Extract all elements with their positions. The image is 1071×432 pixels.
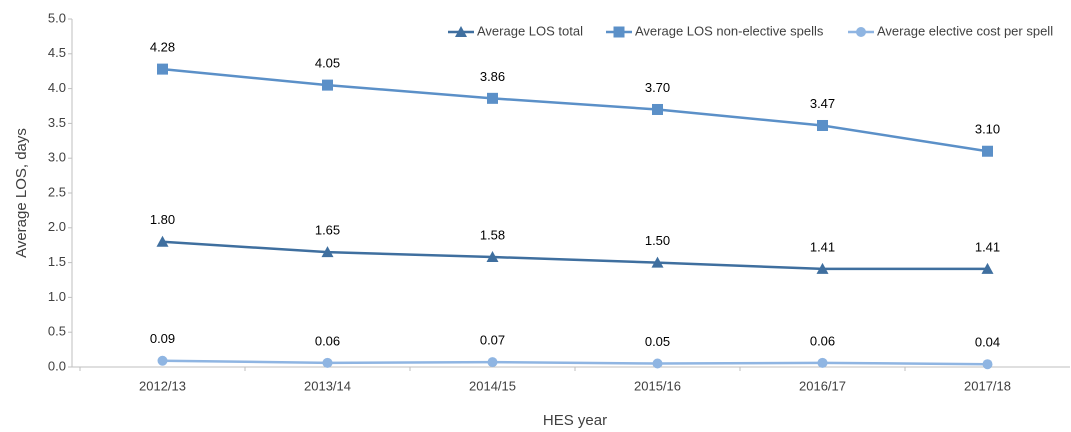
- data-label: 0.06: [315, 333, 340, 348]
- series-line: [162, 240, 988, 271]
- data-label: 4.05: [315, 56, 340, 71]
- data-point: [982, 359, 993, 370]
- data-label: 1.50: [645, 233, 670, 248]
- data-point: [652, 358, 663, 369]
- data-label: 1.41: [810, 239, 835, 254]
- data-point: [652, 103, 663, 115]
- data-label: 0.05: [645, 334, 670, 349]
- legend-marker: [856, 27, 866, 37]
- y-tick-label: 1.0: [48, 289, 66, 304]
- x-axis-label: HES year: [543, 412, 607, 429]
- data-label: 3.10: [975, 122, 1000, 137]
- data-point: [322, 357, 333, 368]
- x-tick-label: 2013/14: [304, 378, 351, 393]
- data-label: 0.06: [810, 333, 835, 348]
- data-point: [157, 63, 168, 75]
- y-tick-label: 3.5: [48, 115, 66, 130]
- y-tick-label: 0.5: [48, 324, 66, 339]
- data-point: [157, 355, 168, 366]
- y-tick-label: 4.5: [48, 45, 66, 60]
- data-point: [651, 256, 664, 268]
- y-tick-label: 2.0: [48, 219, 66, 234]
- x-tick-label: 2017/18: [964, 378, 1011, 393]
- data-point: [816, 262, 829, 274]
- data-label: 0.04: [975, 335, 1000, 350]
- x-tick-label: 2014/15: [469, 378, 516, 393]
- data-point: [817, 119, 828, 131]
- series-line: [162, 67, 988, 153]
- legend-marker: [613, 26, 625, 38]
- y-tick-label: 4.0: [48, 80, 66, 95]
- legend-label: Average elective cost per spell: [877, 23, 1053, 38]
- data-point: [817, 357, 828, 368]
- legend-label: Average LOS total: [477, 23, 583, 38]
- data-point: [486, 251, 499, 263]
- y-tick-label: 1.5: [48, 254, 66, 269]
- y-tick-label: 2.5: [48, 184, 66, 199]
- data-point: [487, 92, 498, 104]
- x-tick-label: 2012/13: [139, 378, 186, 393]
- data-label: 1.41: [975, 239, 1000, 254]
- data-label: 3.86: [480, 69, 505, 84]
- y-axis-label: Average LOS, days: [13, 128, 30, 258]
- legend-marker: [455, 26, 467, 37]
- data-label: 0.07: [480, 333, 505, 348]
- y-tick-label: 5.0: [48, 10, 66, 25]
- series-line: [162, 359, 988, 366]
- data-point: [487, 357, 498, 368]
- legend-label: Average LOS non-elective spells: [635, 23, 824, 38]
- data-label: 4.28: [150, 40, 175, 55]
- data-label: 3.70: [645, 80, 670, 95]
- data-point: [321, 246, 334, 258]
- y-tick-label: 3.0: [48, 150, 66, 165]
- data-label: 3.47: [810, 96, 835, 111]
- data-label: 1.80: [150, 212, 175, 227]
- x-tick-label: 2016/17: [799, 378, 846, 393]
- data-point: [982, 145, 993, 157]
- data-label: 1.65: [315, 223, 340, 238]
- y-tick-label: 0.0: [48, 358, 66, 373]
- x-tick-label: 2015/16: [634, 378, 681, 393]
- data-label: 1.58: [480, 227, 505, 242]
- data-label: 0.09: [150, 331, 175, 346]
- data-point: [981, 262, 994, 274]
- data-point: [322, 79, 333, 91]
- data-point: [156, 235, 169, 247]
